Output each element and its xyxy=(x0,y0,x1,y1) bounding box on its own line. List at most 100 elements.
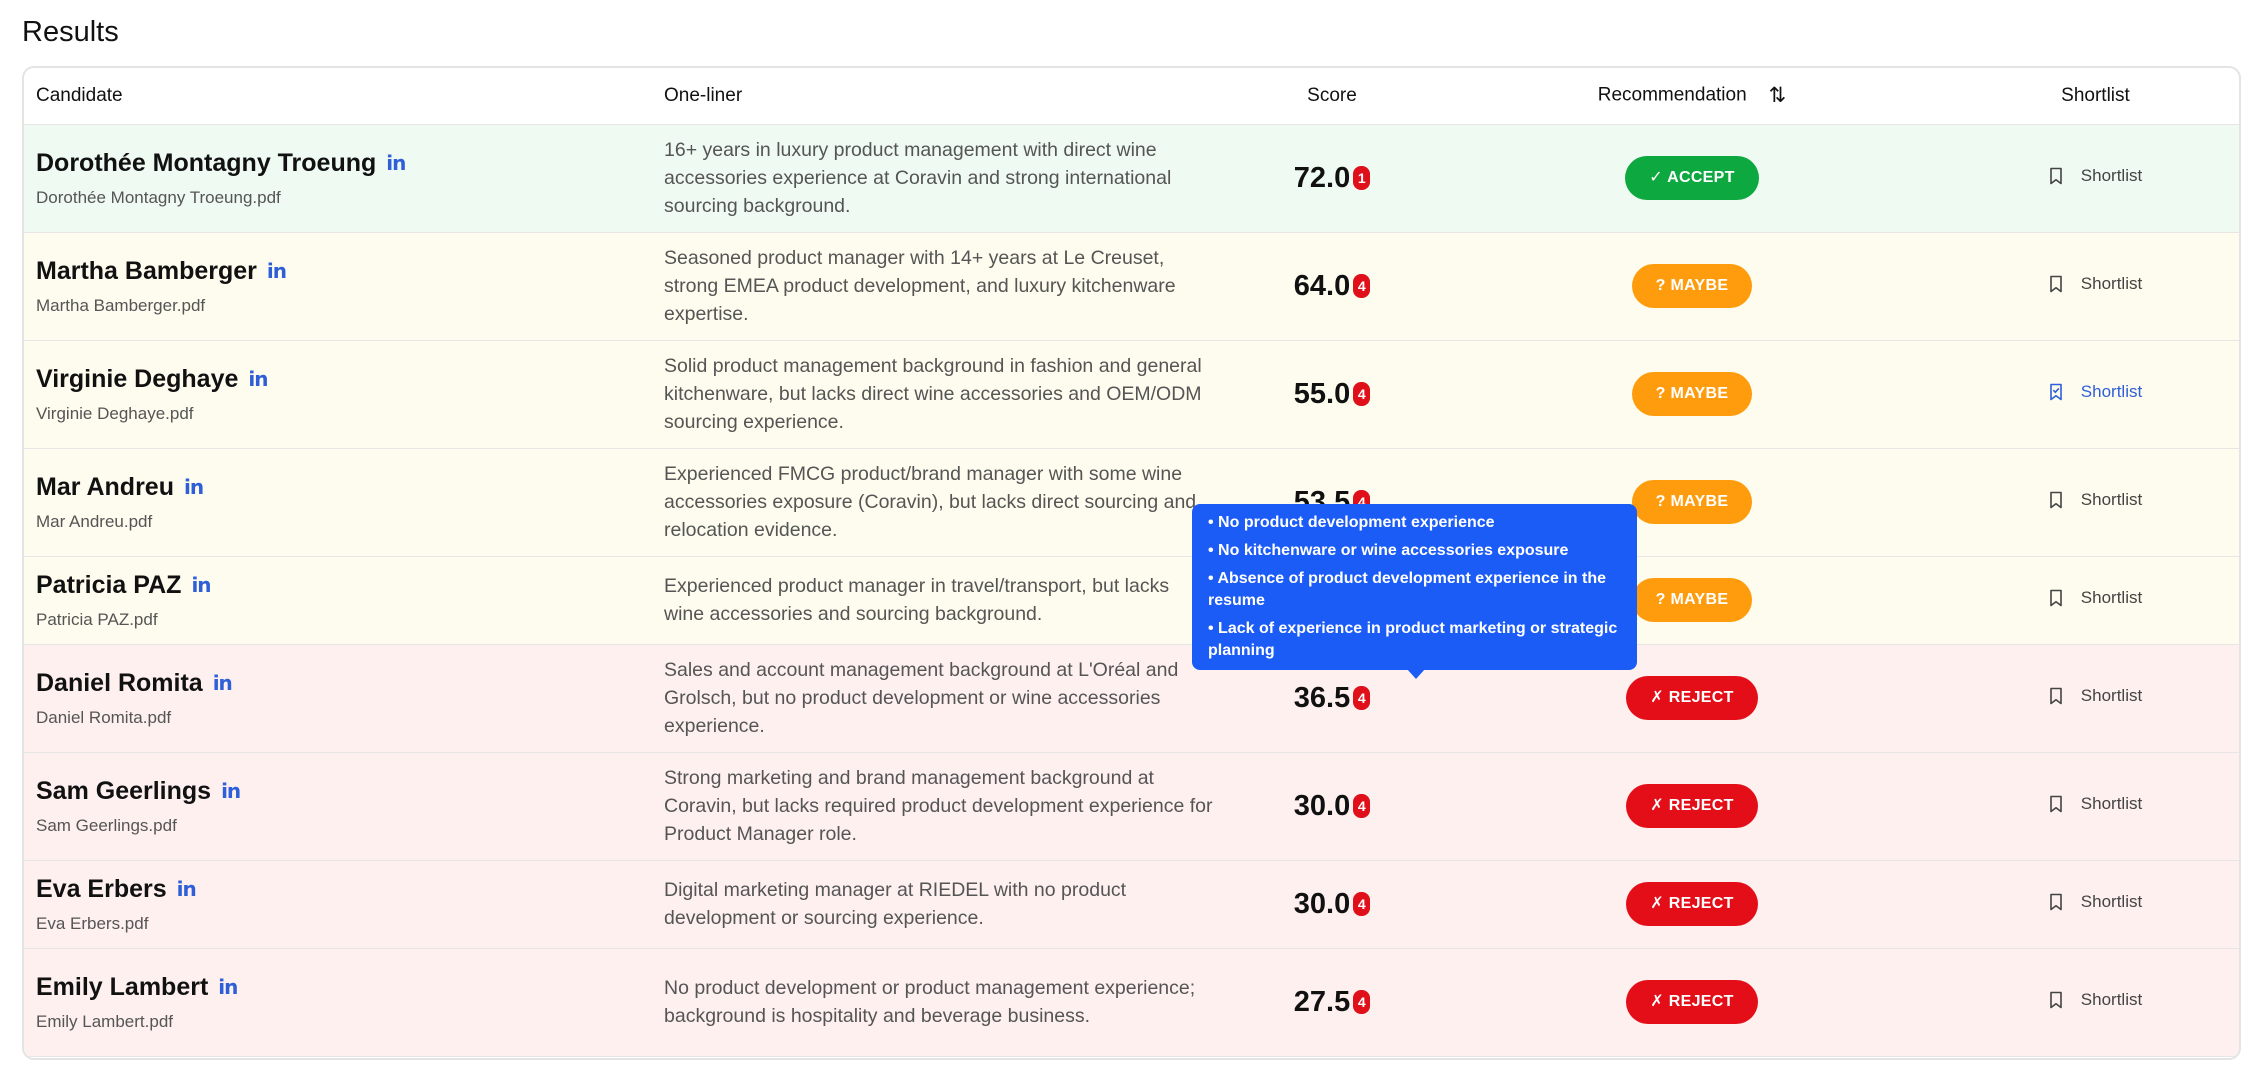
recommendation-cell: ✓ ACCEPT xyxy=(1432,124,1952,233)
shortlist-button[interactable]: Shortlist xyxy=(2049,990,2142,1010)
shortlist-label: Shortlist xyxy=(2080,686,2143,705)
oneliner-cell: Digital marketing manager at RIEDEL with… xyxy=(652,860,1232,949)
table-row[interactable]: Sam Geerlings in Sam Geerlings.pdf Strong m… xyxy=(24,752,2239,861)
column-header-recommendation-label: Recommendation xyxy=(1597,84,1747,106)
candidate-file[interactable]: Martha Bamberger.pdf xyxy=(36,295,206,315)
score-cell: 64.0 4 xyxy=(1232,232,1432,341)
candidate-name[interactable]: Emily Lambert xyxy=(36,972,209,1001)
candidate-file[interactable]: Sam Geerlings.pdf xyxy=(36,815,177,835)
sort-icon[interactable]: ⇅ xyxy=(1768,84,1787,108)
candidate-cell: Eva Erbers in Eva Erbers.pdf xyxy=(24,860,652,949)
candidate-name[interactable]: Dorothée Montagny Troeung xyxy=(36,148,377,177)
shortlist-button[interactable]: Shortlist xyxy=(2049,686,2142,706)
shortlist-cell: Shortlist xyxy=(1952,124,2239,233)
flags-badge[interactable]: 4 xyxy=(1353,892,1371,916)
score-cell: 27.5 4 xyxy=(1232,948,1432,1057)
candidate-file[interactable]: Daniel Romita.pdf xyxy=(36,707,172,727)
candidate-file[interactable]: Virginie Deghaye.pdf xyxy=(36,403,194,423)
table-row[interactable]: Martha Bamberger in Martha Bamberger.pdf Se… xyxy=(24,232,2239,341)
score-value: 36.5 xyxy=(1293,681,1351,714)
bookmark-icon xyxy=(2049,491,2062,509)
score-value: 72.0 xyxy=(1293,161,1351,194)
table-row[interactable]: Emily Lambert in Emily Lambert.pdf No produ… xyxy=(24,948,2239,1057)
flags-tooltip: • No product development experience • No … xyxy=(1192,504,1637,679)
candidate-file[interactable]: Eva Erbers.pdf xyxy=(36,913,149,933)
recommendation-badge: ✗ REJECT xyxy=(1626,980,1758,1024)
linkedin-icon[interactable]: in xyxy=(266,259,287,283)
score-cell: 55.0 4 xyxy=(1232,340,1432,449)
candidate-cell: Dorothée Montagny Troeung in Dorothée Mont… xyxy=(24,124,652,233)
tooltip-item: • Absence of product development experie… xyxy=(1208,570,1606,609)
linkedin-icon[interactable]: in xyxy=(191,573,211,597)
recommendation-badge: ? MAYBE xyxy=(1631,264,1753,308)
recommendation-badge: ? MAYBE xyxy=(1631,372,1753,416)
page-title: Results xyxy=(22,16,119,48)
linkedin-icon[interactable]: in xyxy=(248,367,268,391)
bookmark-icon xyxy=(2049,795,2062,813)
candidate-name[interactable]: Sam Geerlings xyxy=(36,776,212,805)
candidate-name[interactable]: Eva Erbers xyxy=(36,874,167,903)
flags-badge[interactable]: 4 xyxy=(1353,990,1371,1014)
table-row[interactable]: Virginie Deghaye in Virginie Deghaye.pdf So… xyxy=(24,340,2239,449)
linkedin-icon[interactable]: in xyxy=(386,151,406,175)
shortlist-cell: Shortlist xyxy=(1952,448,2239,557)
oneliner-cell: Experienced product manager in travel/tr… xyxy=(652,556,1232,645)
candidate-cell: Mar Andreu in Mar Andreu.pdf xyxy=(24,448,652,557)
linkedin-icon[interactable]: in xyxy=(212,671,233,695)
shortlist-button[interactable]: Shortlist xyxy=(2049,382,2142,402)
shortlist-button[interactable]: Shortlist xyxy=(2049,166,2142,186)
flags-badge[interactable]: 4 xyxy=(1353,686,1371,710)
oneliner-cell: Sales and account management background … xyxy=(652,644,1232,753)
shortlist-label: Shortlist xyxy=(2080,274,2143,293)
column-header-candidate: Candidate xyxy=(24,68,652,125)
recommendation-cell: ? MAYBE xyxy=(1432,340,1952,449)
shortlist-label: Shortlist xyxy=(2080,166,2143,185)
tooltip-item: • No kitchenware or wine accessories exp… xyxy=(1208,542,1569,559)
table-row[interactable]: Daniel Romita in Daniel Romita.pdf Sales an… xyxy=(24,644,2239,753)
column-header-recommendation[interactable]: Recommendation ⇅ xyxy=(1432,68,1952,125)
bookmark-icon xyxy=(2049,687,2062,705)
linkedin-icon[interactable]: in xyxy=(176,877,197,901)
shortlist-button[interactable]: Shortlist xyxy=(2049,490,2142,510)
score-cell: 72.0 1 xyxy=(1232,124,1432,233)
candidate-name[interactable]: Daniel Romita xyxy=(36,668,203,697)
flags-badge[interactable]: 4 xyxy=(1353,274,1371,298)
table-row[interactable]: Dorothée Montagny Troeung in Dorothée Mont… xyxy=(24,124,2239,233)
candidate-file[interactable]: Patricia PAZ.pdf xyxy=(36,609,158,629)
shortlist-cell: Shortlist xyxy=(1952,644,2239,753)
flags-badge[interactable]: 4 xyxy=(1353,382,1371,406)
bookmark-check-icon xyxy=(2049,383,2062,401)
candidate-file[interactable]: Emily Lambert.pdf xyxy=(36,1011,173,1031)
linkedin-icon[interactable]: in xyxy=(183,475,204,499)
recommendation-badge: ✗ REJECT xyxy=(1626,676,1758,720)
table-row[interactable]: Mar Andreu in Mar Andreu.pdf Experienced FM… xyxy=(24,448,2239,557)
score-value: 55.0 xyxy=(1293,377,1351,410)
shortlist-button[interactable]: Shortlist xyxy=(2049,274,2142,294)
candidate-cell: Patricia PAZ in Patricia PAZ.pdf xyxy=(24,556,652,645)
candidate-cell: Daniel Romita in Daniel Romita.pdf xyxy=(24,644,652,753)
candidate-file[interactable]: Dorothée Montagny Troeung.pdf xyxy=(36,187,281,207)
shortlist-label: Shortlist xyxy=(2080,892,2143,911)
flags-badge[interactable]: 4 xyxy=(1353,794,1371,818)
candidate-name[interactable]: Mar Andreu xyxy=(36,472,174,501)
candidate-name[interactable]: Virginie Deghaye xyxy=(36,364,239,393)
shortlist-cell: Shortlist xyxy=(1952,948,2239,1057)
shortlist-button[interactable]: Shortlist xyxy=(2049,588,2142,608)
candidate-cell: Emily Lambert in Emily Lambert.pdf xyxy=(24,948,652,1057)
column-header-shortlist: Shortlist xyxy=(1952,68,2239,125)
column-header-oneliner: One-liner xyxy=(652,68,1232,125)
table-row[interactable]: Patricia PAZ in Patricia PAZ.pdf Experience… xyxy=(24,556,2239,645)
candidate-name[interactable]: Patricia PAZ xyxy=(36,570,182,599)
table-row[interactable]: Eva Erbers in Eva Erbers.pdf Digital market… xyxy=(24,860,2239,949)
shortlist-button[interactable]: Shortlist xyxy=(2049,892,2142,912)
candidate-name[interactable]: Martha Bamberger xyxy=(36,256,257,285)
shortlist-button[interactable]: Shortlist xyxy=(2049,794,2142,814)
linkedin-icon[interactable]: in xyxy=(221,779,241,803)
linkedin-icon[interactable]: in xyxy=(218,975,238,999)
flags-badge[interactable]: 1 xyxy=(1353,166,1371,190)
shortlist-cell: Shortlist xyxy=(1952,340,2239,449)
bookmark-icon xyxy=(2049,167,2062,185)
shortlist-label: Shortlist xyxy=(2080,588,2143,607)
candidate-file[interactable]: Mar Andreu.pdf xyxy=(36,511,153,531)
oneliner-cell: Experienced FMCG product/brand manager w… xyxy=(652,448,1232,557)
